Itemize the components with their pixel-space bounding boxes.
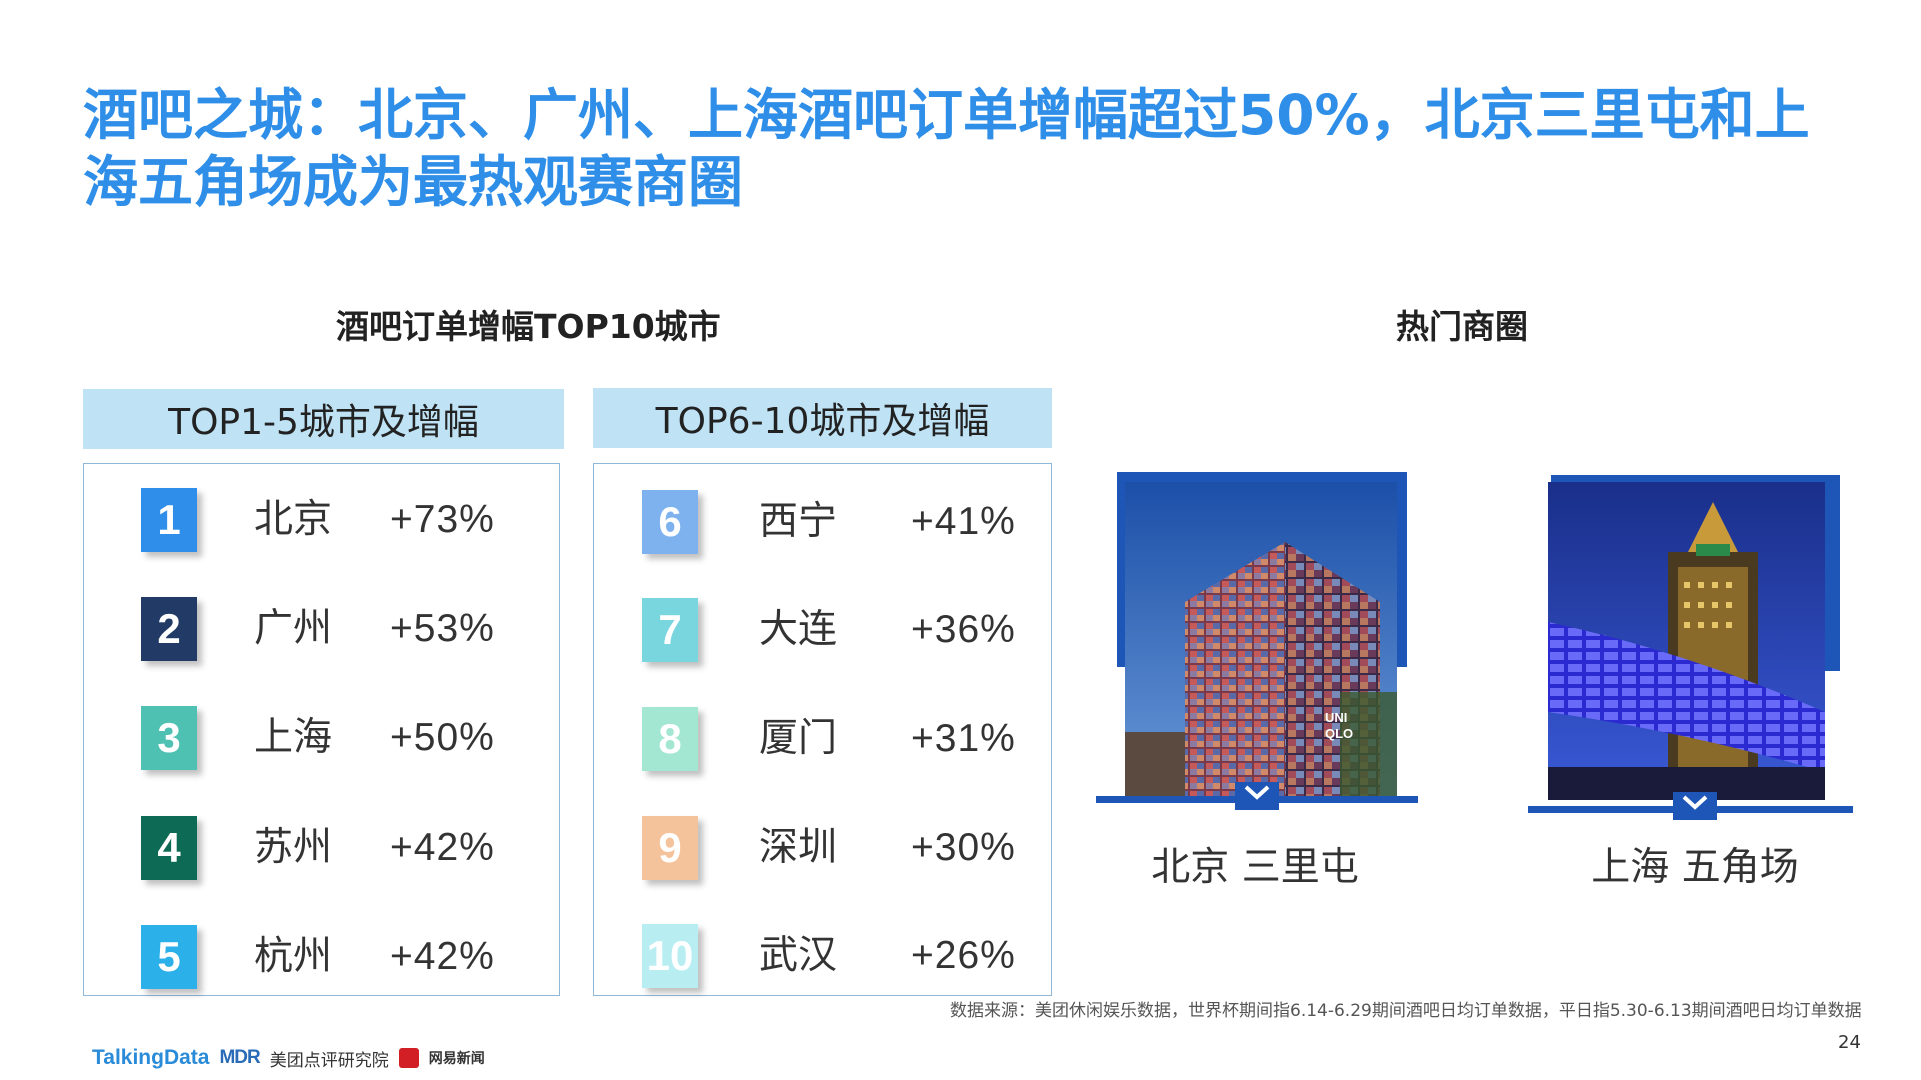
sanlitun-photo: UNI QLO: [1125, 482, 1397, 802]
footer-logos: TalkingData MDR 美团点评研究院 网易新闻: [92, 1043, 485, 1073]
svg-text:QLO: QLO: [1325, 726, 1353, 741]
city-name: 深圳: [759, 825, 838, 870]
growth-percent: +26%: [911, 934, 1016, 977]
wujiaochang-building-illustration: [1548, 482, 1825, 800]
growth-percent: +36%: [911, 608, 1016, 651]
rank-badge: 4: [141, 816, 197, 880]
sanlitun-building-illustration: UNI QLO: [1125, 482, 1397, 802]
rank-badge: 6: [642, 490, 698, 554]
rank-badge: 7: [642, 598, 698, 662]
page-title: 酒吧之城：北京、广州、上海酒吧订单增幅超过50%，北京三里屯和上海五角场成为最热…: [83, 83, 1810, 214]
ranking-row: 1 北京 +73%: [84, 488, 559, 558]
growth-percent: +31%: [911, 717, 1016, 760]
group-header-top6-10: TOP6-10城市及增幅: [593, 388, 1052, 448]
ranking-row: 6 西宁 +41%: [594, 490, 1051, 560]
ranking-row: 3 上海 +50%: [84, 706, 559, 776]
chevron-down-icon: [1235, 782, 1279, 810]
growth-percent: +53%: [390, 607, 495, 650]
growth-percent: +50%: [390, 716, 495, 759]
rank-badge: 3: [141, 706, 197, 770]
ranking-row: 8 厦门 +31%: [594, 707, 1051, 777]
rank-badge: 8: [642, 707, 698, 771]
growth-percent: +42%: [390, 935, 495, 978]
growth-percent: +42%: [390, 826, 495, 869]
ranking-row: 5 杭州 +42%: [84, 925, 559, 995]
ranking-row: 4 苏州 +42%: [84, 816, 559, 886]
mdr-logo: MDR: [219, 1047, 260, 1068]
ranking-row: 7 大连 +36%: [594, 598, 1051, 668]
right-section-title: 热门商圈: [1396, 307, 1528, 346]
left-section-title: 酒吧订单增幅TOP10城市: [336, 307, 721, 346]
page-number: 24: [1838, 1032, 1861, 1053]
rank-badge: 5: [141, 925, 197, 989]
meituan-research-logo: 美团点评研究院: [269, 1050, 389, 1071]
city-name: 北京: [254, 497, 333, 542]
city-name: 上海: [254, 715, 333, 760]
growth-percent: +73%: [390, 498, 495, 541]
growth-percent: +41%: [911, 500, 1016, 543]
talkingdata-logo: TalkingData: [92, 1046, 210, 1069]
city-name: 广州: [254, 606, 333, 651]
svg-text:UNI: UNI: [1325, 710, 1347, 725]
city-name: 苏州: [254, 825, 333, 870]
growth-percent: +30%: [911, 826, 1016, 869]
ranking-box-top1-5: 1 北京 +73% 2 广州 +53% 3 上海 +50% 4 苏州 +42% …: [83, 463, 560, 996]
city-name: 西宁: [759, 499, 838, 544]
city-name: 武汉: [759, 933, 838, 978]
district-label-sanlitun: 北京 三里屯: [1151, 845, 1359, 890]
rank-badge: 2: [141, 597, 197, 661]
ranking-row: 2 广州 +53%: [84, 597, 559, 667]
group-header-top1-5: TOP1-5城市及增幅: [83, 389, 564, 449]
rank-badge: 1: [141, 488, 197, 552]
wujiaochang-photo: [1548, 482, 1825, 800]
city-name: 大连: [759, 607, 838, 652]
netease-news-logo: 网易新闻: [428, 1051, 485, 1067]
rank-badge: 9: [642, 816, 698, 880]
ranking-row: 10 武汉 +26%: [594, 924, 1051, 994]
chevron-down-icon: [1673, 792, 1717, 820]
district-label-wujiaochang: 上海 五角场: [1591, 845, 1799, 890]
netease-icon: [398, 1048, 419, 1068]
ranking-box-top6-10: 6 西宁 +41% 7 大连 +36% 8 厦门 +31% 9 深圳 +30% …: [593, 463, 1052, 996]
city-name: 杭州: [254, 934, 333, 979]
rank-badge: 10: [642, 924, 698, 988]
ranking-row: 9 深圳 +30%: [594, 816, 1051, 886]
city-name: 厦门: [759, 716, 838, 761]
data-source-note: 数据来源：美团休闲娱乐数据，世界杯期间指6.14-6.29期间酒吧日均订单数据，…: [950, 1001, 1862, 1021]
